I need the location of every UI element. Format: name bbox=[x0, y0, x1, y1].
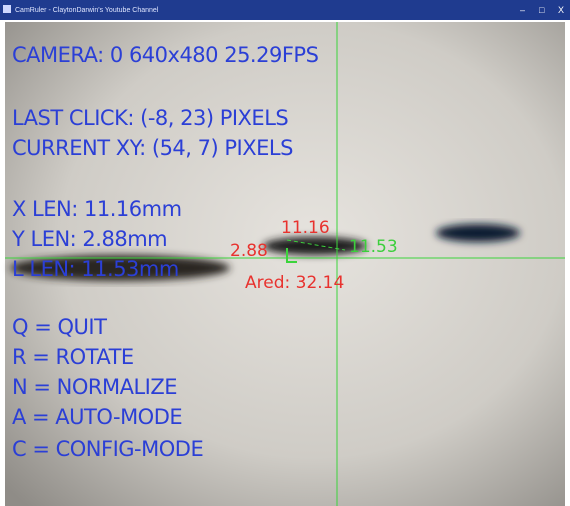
y-length-label: 2.88 bbox=[230, 241, 268, 261]
window-title: CamRuler - ClaytonDarwin's Youtube Chann… bbox=[15, 7, 159, 14]
lengths-line: X LEN: 11.16mm bbox=[12, 197, 182, 221]
close-button[interactable]: X bbox=[558, 5, 564, 15]
keys-line: A = AUTO-MODE bbox=[12, 405, 182, 429]
object bbox=[436, 224, 520, 242]
x-length-label: 11.16 bbox=[281, 218, 330, 238]
window: CamRuler - ClaytonDarwin's Youtube Chann… bbox=[0, 0, 570, 506]
minimize-button[interactable]: – bbox=[520, 5, 525, 15]
area-label: Ared: 32.14 bbox=[245, 273, 344, 293]
lengths-line: L LEN: 11.53mm bbox=[12, 257, 179, 281]
l-length-label: 11.53 bbox=[349, 237, 398, 257]
keys-line: Q = QUIT bbox=[12, 315, 107, 339]
status-line: CURRENT XY: (54, 7) PIXELS bbox=[12, 136, 293, 160]
lengths-line: Y LEN: 2.88mm bbox=[11, 227, 167, 251]
keys-line: C = CONFIG-MODE bbox=[12, 437, 203, 461]
maximize-button[interactable]: □ bbox=[539, 5, 545, 15]
status-line: CAMERA: 0 640x480 25.29FPS bbox=[12, 43, 319, 67]
status-line: LAST CLICK: (-8, 23) PIXELS bbox=[12, 106, 288, 130]
page: CamRuler - ClaytonDarwin's Youtube Chann… bbox=[0, 0, 570, 506]
keys-line: N = NORMALIZE bbox=[12, 375, 177, 399]
app-icon bbox=[3, 5, 11, 13]
keys-line: R = ROTATE bbox=[12, 345, 134, 369]
